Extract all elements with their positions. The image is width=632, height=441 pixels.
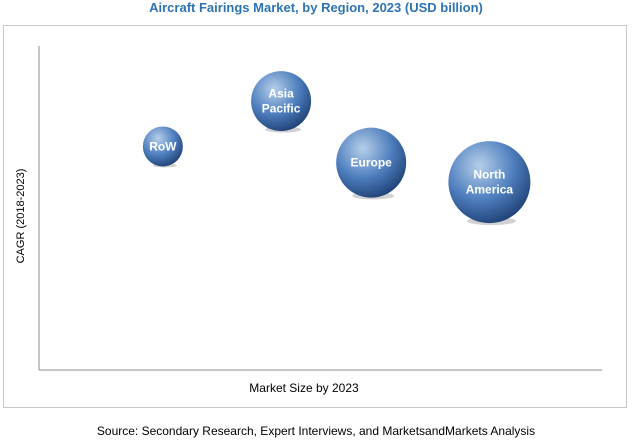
bubble-label: America (466, 183, 514, 197)
chart-title: Aircraft Fairings Market, by Region, 202… (149, 0, 483, 15)
bubble-circle (251, 71, 312, 132)
bubble-circle (142, 126, 183, 167)
bubble-label: Europe (350, 156, 392, 170)
bubble-europe: Europe (336, 127, 407, 200)
bubble-row: RoW (142, 126, 183, 168)
bubble-label: RoW (149, 139, 177, 153)
bubble-chart: Market Size by 2023 CAGR (2018-2023) RoW… (15, 46, 602, 395)
x-axis-label: Market Size by 2023 (249, 381, 359, 395)
bubble-label: Asia (268, 87, 294, 101)
source-note: Source: Secondary Research, Expert Inter… (96, 424, 536, 438)
chart-frame: Market Size by 2023 CAGR (2018-2023) RoW… (3, 25, 627, 408)
y-axis-label: CAGR (2018-2023) (15, 169, 27, 264)
bubble-circle (448, 141, 531, 224)
bubble-circle (336, 127, 407, 198)
bubble-label: Pacific (262, 102, 301, 116)
bubble-label: North (473, 168, 505, 182)
